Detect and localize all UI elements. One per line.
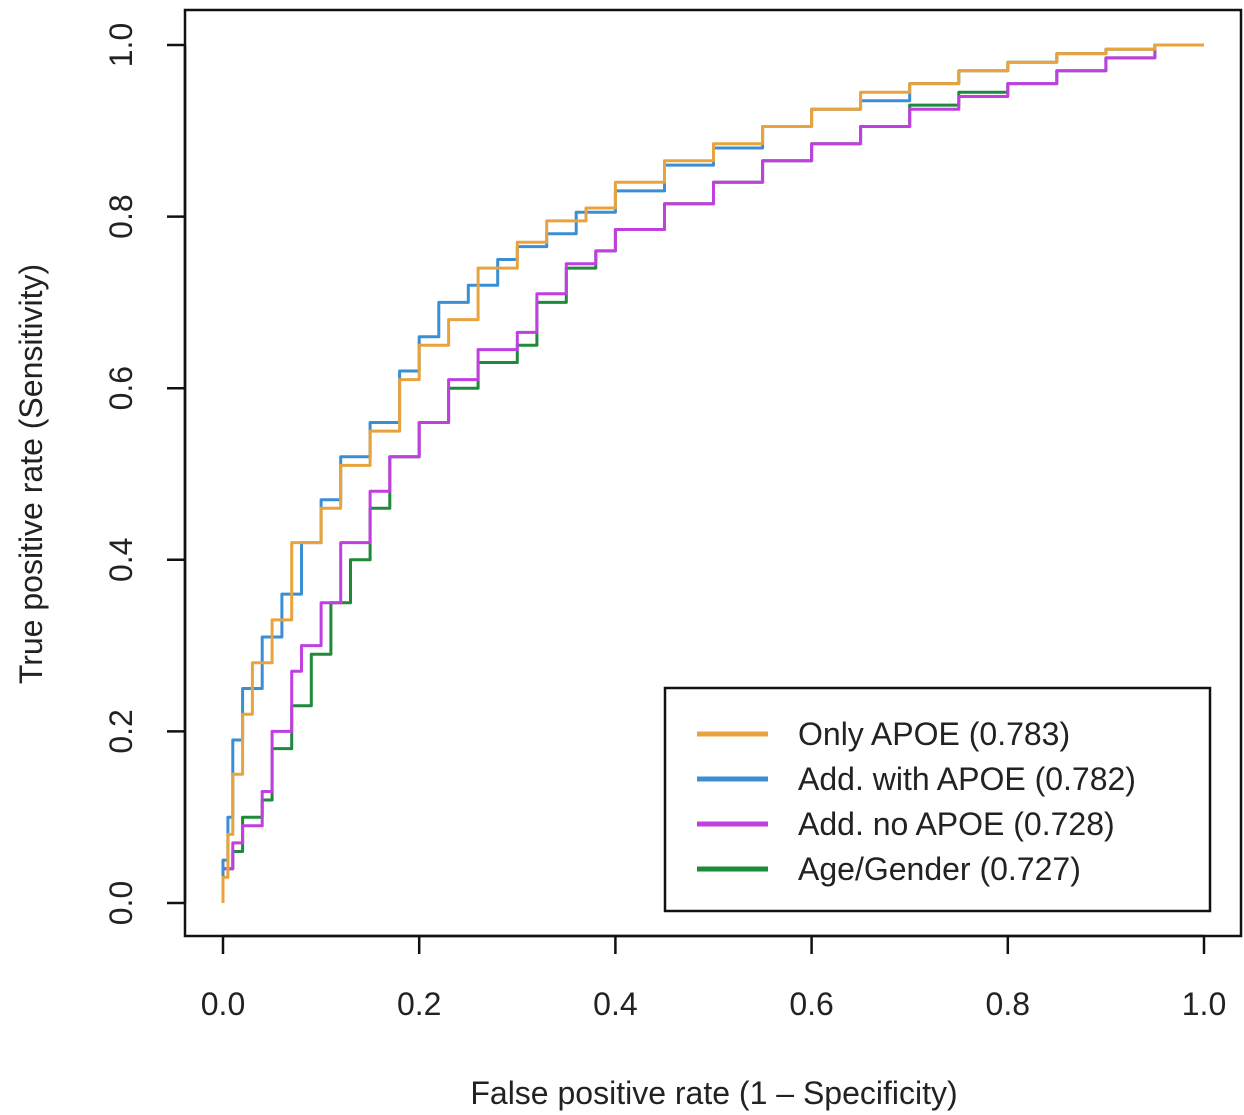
- x-tick-label: 0.6: [789, 986, 833, 1022]
- y-tick-label: 0.4: [103, 538, 139, 582]
- x-tick-label: 1.0: [1182, 986, 1226, 1022]
- legend-label: Add. with APOE (0.782): [798, 761, 1136, 797]
- legend-label: Age/Gender (0.727): [798, 851, 1081, 887]
- x-tick-label: 0.4: [593, 986, 637, 1022]
- y-axis: 0.0 0.2 0.4 0.6 0.8 1.0: [103, 23, 187, 925]
- y-axis-label: True positive rate (Sensitivity): [13, 264, 49, 684]
- series-line: [221, 43, 1204, 903]
- legend-label: Add. no APOE (0.728): [798, 806, 1115, 842]
- series-lines: [221, 43, 1204, 903]
- x-tick-label: 0.2: [397, 986, 441, 1022]
- y-tick-label: 0.2: [103, 709, 139, 753]
- series-line: [221, 43, 1204, 903]
- x-tick-label: 0.0: [201, 986, 245, 1022]
- y-tick-label: 0.0: [103, 881, 139, 925]
- y-tick-label: 0.8: [103, 194, 139, 238]
- x-axis: 0.0 0.2 0.4 0.6 0.8 1.0: [201, 934, 1226, 1022]
- y-tick-label: 0.6: [103, 366, 139, 410]
- x-tick-label: 0.8: [986, 986, 1030, 1022]
- legend-box: [663, 686, 1212, 913]
- legend-label: Only APOE (0.783): [798, 716, 1070, 752]
- x-axis-label: False positive rate (1 – Specificity): [470, 1075, 957, 1111]
- legend: Only APOE (0.783) Add. with APOE (0.782) A…: [663, 686, 1212, 913]
- y-tick-label: 1.0: [103, 23, 139, 67]
